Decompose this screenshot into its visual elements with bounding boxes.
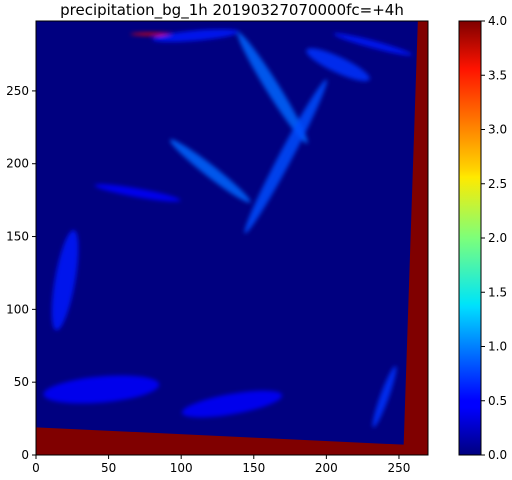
colorbar-tick-label: 0.0 <box>488 448 507 462</box>
precip-feature-left-streak <box>94 184 181 202</box>
x-axis: 0 50 100 150 200 250 <box>32 455 410 475</box>
precip-feature-bottom-right-band <box>372 366 397 428</box>
y-tick-label: 250 <box>6 84 29 98</box>
y-tick-label: 200 <box>6 157 29 171</box>
precip-feature-mid-left-band <box>170 139 251 203</box>
precip-feature-top-band <box>152 29 240 42</box>
precip-feature-central-band <box>244 79 328 234</box>
chart-title: precipitation_bg_1h 20190327070000fc=+4h <box>60 1 404 20</box>
colorbar-tick-label: 3.5 <box>488 68 507 82</box>
colorbar-tick-label: 2.0 <box>488 231 507 245</box>
colorbar: 0.0 0.5 1.0 1.5 2.0 2.5 3.0 3.5 4.0 <box>458 14 507 462</box>
x-tick-label: 200 <box>315 461 338 475</box>
colorbar-tick-label: 3.0 <box>488 123 507 137</box>
no-data-regions <box>36 21 428 455</box>
precip-feature-top-streak <box>130 32 174 36</box>
colorbar-axis: 0.0 0.5 1.0 1.5 2.0 2.5 3.0 3.5 4.0 <box>481 14 507 462</box>
colorbar-tick-label: 2.5 <box>488 177 507 191</box>
x-tick-label: 150 <box>242 461 265 475</box>
precip-feature-curved-band <box>306 48 370 82</box>
x-tick-label: 50 <box>101 461 116 475</box>
precipitation-features <box>43 29 413 428</box>
precip-feature-bottom-mid-cluster <box>181 390 283 418</box>
colorbar-gradient <box>459 21 481 455</box>
x-tick-label: 250 <box>388 461 411 475</box>
plot-frame <box>35 20 429 456</box>
y-tick-label: 150 <box>6 230 29 244</box>
y-axis: 0 50 100 150 200 250 <box>6 84 36 462</box>
colorbar-tick-label: 1.0 <box>488 340 507 354</box>
colorbar-tick-label: 0.5 <box>488 394 507 408</box>
precip-feature-left-cluster <box>51 230 79 331</box>
colorbar-tick-label: 4.0 <box>488 14 507 28</box>
no-data-region-bottom-edge <box>36 427 407 455</box>
plot-area <box>36 21 428 455</box>
y-tick-label: 50 <box>14 375 29 389</box>
precip-feature-top-right-band <box>333 33 413 56</box>
x-tick-label: 100 <box>170 461 193 475</box>
precip-feature-north-band <box>237 32 308 144</box>
no-data-region-right-edge <box>403 21 428 455</box>
colorbar-tick-label: 1.5 <box>488 285 507 299</box>
y-tick-label: 0 <box>21 448 29 462</box>
y-tick-label: 100 <box>6 302 29 316</box>
x-tick-label: 0 <box>32 461 40 475</box>
precip-feature-bottom-left-cluster <box>43 375 160 404</box>
